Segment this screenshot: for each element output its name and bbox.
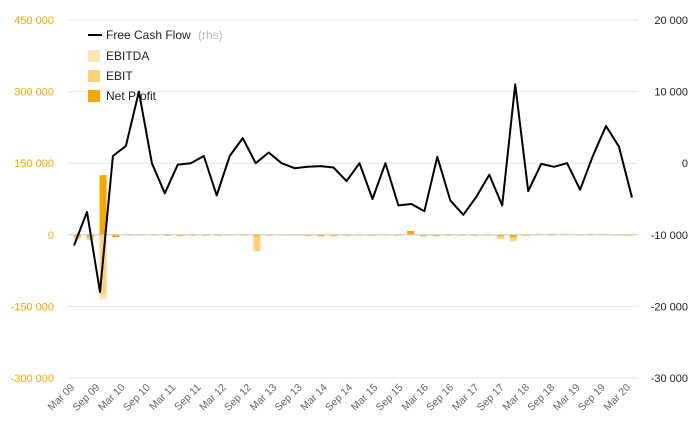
gridlines: [68, 19, 638, 379]
bar: [548, 233, 556, 235]
left-tick-label: 300 000: [14, 87, 54, 99]
right-tick-label: 10 000: [654, 87, 688, 99]
legend-suffix-rhs: (rhs): [198, 28, 223, 42]
legend-label-ebitda: EBITDA: [106, 49, 149, 63]
right-tick-label: -30 000: [651, 373, 688, 385]
x-tick-label: Mar 20: [602, 382, 634, 414]
right-tick-label: -20 000: [651, 301, 688, 313]
x-tick-label: Sep 15: [374, 382, 406, 414]
legend-label-free-cash-flow: Free Cash Flow: [106, 28, 191, 42]
x-tick-label: Sep 12: [222, 382, 254, 414]
x-tick-label: Sep 16: [424, 382, 456, 414]
left-tick-label: -150 000: [11, 301, 54, 313]
x-tick-label: Sep 17: [475, 382, 507, 414]
x-tick-label: Sep 11: [172, 382, 204, 414]
left-tick-label: 450 000: [14, 15, 54, 27]
bar: [509, 234, 517, 238]
bar: [253, 234, 261, 237]
legend-swatch-net-profit: [88, 90, 100, 102]
free-cash-flow-line: [73, 83, 633, 294]
bar: [496, 234, 504, 237]
legend-label-ebit: EBIT: [106, 69, 133, 83]
bar: [317, 234, 325, 236]
x-tick-label: Sep 09: [70, 382, 102, 414]
legend-swatch-ebitda: [88, 50, 100, 62]
bar-series-group: [73, 175, 633, 300]
x-tick-label: Sep 10: [121, 382, 153, 414]
x-tick-label: Mar 11: [147, 382, 178, 413]
right-tick-label: 0: [682, 158, 688, 170]
x-tick-label: Sep 18: [525, 382, 557, 414]
legend-label-net-profit: Net Profit: [106, 89, 157, 103]
left-tick-label: 150 000: [14, 158, 54, 170]
right-axis-ticks: -30 000 -20 000 -10 000 0 10 000 20 000: [651, 15, 688, 385]
svg-text:Free Cash Flow (rhs): Free Cash Flow (rhs): [106, 28, 223, 42]
line-series-group: [73, 83, 633, 294]
x-tick-label: Sep 14: [323, 382, 355, 414]
x-tick-label: Sep 19: [576, 382, 608, 414]
right-tick-label: -10 000: [651, 230, 688, 242]
left-axis-ticks: -300 000 -150 000 0 150 000 300 000 450 000: [11, 15, 54, 385]
left-tick-label: 0: [48, 230, 54, 242]
bar: [407, 230, 415, 235]
legend: Free Cash Flow (rhs) EBITDA EBIT Net Pro…: [88, 28, 223, 103]
bar: [99, 175, 107, 235]
legend-swatch-ebit: [88, 70, 100, 82]
bar: [496, 234, 504, 239]
bar: [509, 234, 517, 242]
right-tick-label: 20 000: [654, 15, 688, 27]
bar: [112, 234, 120, 238]
left-tick-label: -300 000: [11, 373, 54, 385]
x-tick-label: Sep 13: [273, 382, 305, 414]
bar: [253, 234, 261, 252]
